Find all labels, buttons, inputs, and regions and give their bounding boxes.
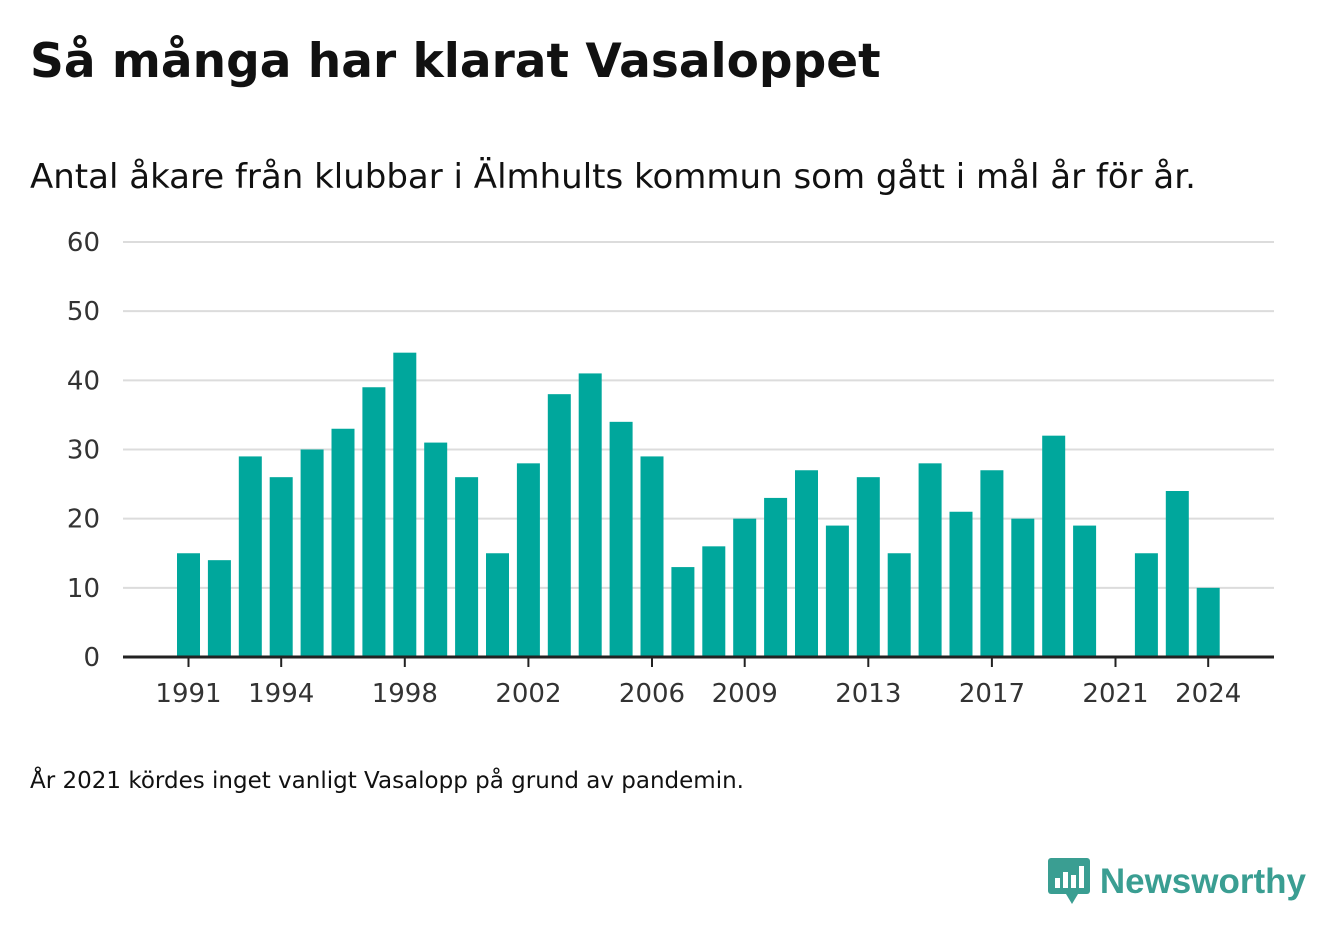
y-tick-label: 20	[67, 505, 100, 535]
bar	[578, 373, 602, 657]
bar	[300, 449, 324, 657]
chart-title: Så många har klarat Vasaloppet	[30, 34, 881, 89]
bar	[238, 456, 262, 657]
bar	[362, 387, 386, 657]
brand[interactable]: Newsworthy	[1047, 858, 1306, 906]
bar	[547, 394, 571, 657]
bar	[207, 560, 231, 657]
x-tick-label: 1998	[372, 679, 438, 709]
bar	[887, 553, 911, 657]
bar	[1165, 491, 1189, 657]
bar	[980, 470, 1004, 657]
bars	[177, 352, 1220, 657]
y-tick-label: 60	[67, 228, 100, 258]
x-axis-ticks: 1991 1994 1998 2002 2006 2009 2013 2017 2021 2024	[155, 657, 1241, 709]
bar	[516, 463, 540, 657]
x-tick-label: 2024	[1175, 679, 1241, 709]
x-tick-label: 2013	[835, 679, 901, 709]
bar	[856, 477, 880, 657]
bar	[671, 567, 695, 657]
bar	[331, 428, 355, 657]
bar	[609, 421, 633, 657]
y-tick-label: 10	[67, 574, 100, 604]
x-tick-label: 2017	[959, 679, 1025, 709]
bar	[764, 497, 788, 657]
bar	[424, 442, 448, 657]
bar	[1196, 587, 1220, 657]
bar	[918, 463, 942, 657]
newsworthy-logo-icon	[1047, 858, 1090, 904]
bar	[486, 553, 509, 657]
x-tick-label: 2021	[1082, 679, 1148, 709]
bar	[177, 553, 200, 657]
x-tick-label: 2006	[619, 679, 685, 709]
bar	[1073, 525, 1097, 657]
brand-name: Newsworthy	[1099, 862, 1306, 901]
bar	[393, 352, 417, 657]
y-axis-ticks: 0 10 20 30 40 50 60	[67, 228, 100, 673]
y-tick-label: 0	[83, 643, 100, 673]
x-tick-label: 2009	[712, 679, 778, 709]
bar	[733, 518, 757, 657]
bar	[1042, 435, 1066, 657]
y-tick-label: 40	[67, 366, 100, 396]
bar	[949, 511, 973, 657]
x-tick-label: 1994	[248, 679, 314, 709]
bar-chart: 0 10 20 30 40 50 60 1991 1994 1998 2002 2006 2009 20…	[67, 228, 1274, 709]
bar	[702, 546, 726, 657]
bar	[1011, 518, 1035, 657]
bar	[455, 477, 479, 657]
y-tick-label: 30	[67, 436, 100, 466]
bar	[1134, 553, 1158, 657]
footnote: År 2021 kördes inget vanligt Vasalopp på…	[30, 768, 744, 794]
y-tick-label: 50	[67, 297, 100, 327]
x-tick-label: 1991	[155, 679, 221, 709]
grid-lines	[123, 241, 1274, 589]
bar	[640, 456, 664, 657]
bar	[269, 477, 293, 657]
chart-subtitle: Antal åkare från klubbar i Älmhults komm…	[30, 157, 1196, 197]
x-tick-label: 2002	[495, 679, 561, 709]
bar	[825, 525, 849, 657]
bar	[795, 470, 818, 657]
